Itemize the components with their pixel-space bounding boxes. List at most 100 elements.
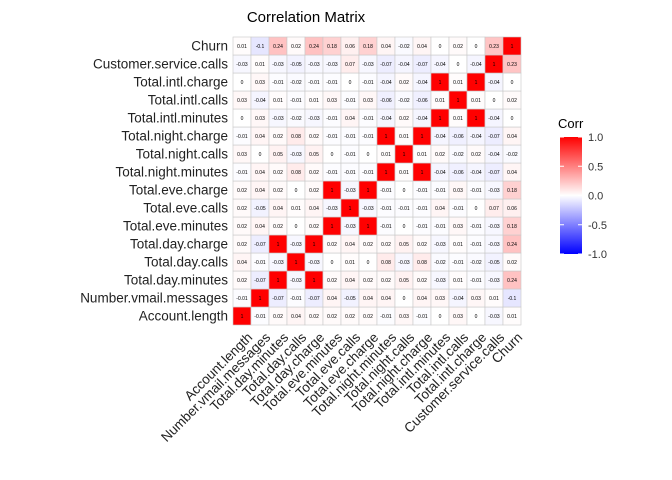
cell-value-label: 0.04 — [291, 314, 301, 320]
cell-value-label: 0.02 — [309, 188, 319, 194]
y-tick-label: Total.eve.charge — [129, 183, 228, 198]
cell-value-label: 0 — [439, 44, 442, 50]
cell-value-label: 0.06 — [345, 44, 355, 50]
y-tick-label: Total.eve.minutes — [123, 219, 228, 234]
cell-value-label: -0.01 — [362, 80, 374, 86]
cell-value-label: 0.02 — [363, 278, 373, 284]
cell-value-label: 0.02 — [237, 188, 247, 194]
cell-value-label: -0.01 — [326, 80, 338, 86]
y-tick-label: Total.intl.charge — [133, 75, 228, 90]
cell-value-label: 0.01 — [453, 278, 463, 284]
cell-value-label: 0.02 — [273, 170, 283, 176]
cell-value-label: 0.02 — [327, 278, 337, 284]
cell-value-label: -0.01 — [362, 170, 374, 176]
cell-value-label: -0.03 — [398, 260, 410, 266]
y-tick-label: Account.length — [139, 309, 228, 324]
cell-value-label: -0.01 — [470, 188, 482, 194]
y-tick-label: Total.day.calls — [144, 255, 228, 270]
y-tick-label: Total.night.minutes — [115, 165, 228, 180]
cell-value-label: 0.03 — [453, 314, 463, 320]
cell-value-label: 0.01 — [255, 62, 265, 68]
cell-value-label: 0.02 — [309, 170, 319, 176]
cell-value-label: 0.01 — [309, 98, 319, 104]
cell-value-label: -0.01 — [470, 224, 482, 230]
cell-value-label: -0.05 — [344, 296, 356, 302]
cell-value-label: 1 — [331, 224, 334, 230]
cell-value-label: 0 — [403, 296, 406, 302]
cell-value-label: 0.03 — [453, 188, 463, 194]
cell-value-label: -0.06 — [380, 98, 392, 104]
cell-value-label: 0.01 — [237, 44, 247, 50]
y-tick-label: Customer.service.calls — [93, 57, 228, 72]
cell-value-label: -0.1 — [256, 44, 265, 50]
cell-value-label: -0.01 — [434, 224, 446, 230]
cell-value-label: 0.03 — [471, 296, 481, 302]
cell-value-label: -0.01 — [236, 296, 248, 302]
cell-value-label: -0.04 — [470, 170, 482, 176]
cell-value-label: -0.05 — [290, 62, 302, 68]
cell-value-label: 0.04 — [237, 260, 247, 266]
cell-value-label: 0 — [241, 116, 244, 122]
cell-value-label: 1 — [277, 242, 280, 248]
cell-value-label: 0 — [367, 152, 370, 158]
cell-value-label: -0.04 — [452, 296, 464, 302]
cell-value-label: -0.01 — [254, 314, 266, 320]
y-tick-label: Total.day.charge — [130, 237, 228, 252]
cell-value-label: 0.02 — [471, 152, 481, 158]
cell-value-label: -0.03 — [290, 242, 302, 248]
cell-value-label: -0.01 — [470, 242, 482, 248]
cell-value-label: 0.01 — [453, 116, 463, 122]
cell-value-label: 0.02 — [237, 242, 247, 248]
cell-value-label: 1 — [367, 224, 370, 230]
cell-value-label: -0.01 — [380, 206, 392, 212]
cell-value-label: 0 — [331, 260, 334, 266]
cell-value-label: -0.07 — [254, 242, 266, 248]
cell-value-label: 0.01 — [435, 98, 445, 104]
cell-value-label: 1 — [457, 98, 460, 104]
cell-value-label: -0.01 — [344, 134, 356, 140]
cell-value-label: -0.03 — [326, 62, 338, 68]
cell-value-label: 0 — [493, 98, 496, 104]
cell-value-label: 0 — [403, 224, 406, 230]
cell-value-label: -0.02 — [290, 116, 302, 122]
cell-value-label: -0.03 — [488, 278, 500, 284]
cell-value-label: 1 — [331, 188, 334, 194]
cell-value-label: 0.01 — [399, 134, 409, 140]
cell-value-label: -0.01 — [326, 116, 338, 122]
cell-value-label: 0.04 — [255, 188, 265, 194]
cell-value-label: -0.01 — [416, 188, 428, 194]
cell-value-label: -0.04 — [434, 62, 446, 68]
cell-value-label: 1 — [475, 80, 478, 86]
cell-value-label: 0.02 — [309, 134, 319, 140]
cell-value-label: 0.02 — [237, 278, 247, 284]
cell-value-label: 0.04 — [507, 170, 517, 176]
cell-value-label: -0.04 — [470, 62, 482, 68]
cell-value-label: 1 — [349, 206, 352, 212]
cell-value-label: 0.04 — [345, 278, 355, 284]
cell-value-label: -0.01 — [344, 98, 356, 104]
cell-value-label: 0.18 — [327, 44, 337, 50]
cell-value-label: -0.02 — [434, 260, 446, 266]
cell-value-label: -0.03 — [326, 206, 338, 212]
cell-value-label: 0.03 — [399, 314, 409, 320]
cell-value-label: 0.08 — [291, 134, 301, 140]
cell-value-label: 0.05 — [273, 152, 283, 158]
cell-value-label: -0.04 — [434, 170, 446, 176]
legend-tick-label: 0.5 — [588, 161, 603, 173]
cell-value-label: 1 — [385, 170, 388, 176]
cell-value-label: 0.07 — [345, 62, 355, 68]
y-tick-label: Total.intl.calls — [148, 93, 229, 108]
cell-value-label: 0.24 — [309, 44, 319, 50]
cell-value-label: 0 — [367, 260, 370, 266]
cell-value-label: -0.01 — [326, 134, 338, 140]
y-tick-label: Total.eve.calls — [143, 201, 228, 216]
cell-value-label: -0.06 — [416, 98, 428, 104]
cell-value-label: -0.03 — [362, 62, 374, 68]
cell-value-label: 0.04 — [417, 44, 427, 50]
cell-value-label: 0 — [475, 44, 478, 50]
cell-value-label: -0.03 — [290, 152, 302, 158]
cell-value-label: -0.07 — [488, 134, 500, 140]
cell-value-label: -0.02 — [290, 80, 302, 86]
cell-value-label: 0.01 — [345, 260, 355, 266]
